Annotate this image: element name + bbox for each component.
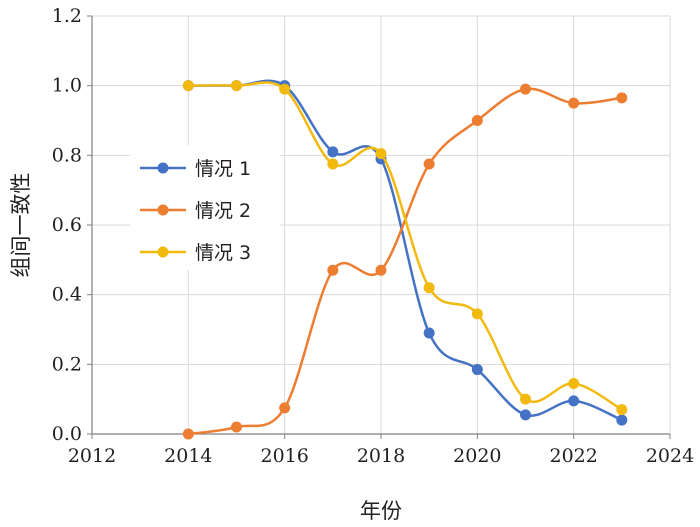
data-point [375,148,387,160]
data-point [423,282,435,294]
x-axis-title: 年份 [360,499,402,523]
legend-background [130,145,280,270]
legend-item-2: 情况 2 [140,200,251,222]
data-point [520,393,531,405]
data-point [568,377,580,389]
y-tick-label: 0.0 [52,423,82,445]
legend-item-1: 情况 1 [140,158,251,180]
x-tick-label: 2014 [164,445,212,467]
data-point [327,146,339,158]
legend-label: 情况 2 [195,200,251,222]
data-point [279,402,291,414]
series-line [188,87,622,436]
legend-swatch-marker [157,204,169,216]
data-point [423,327,435,339]
data-point [182,80,194,92]
data-point [616,414,628,426]
series-2 [182,83,628,440]
data-point [182,428,194,440]
x-tick-label: 2020 [453,445,501,467]
y-tick-label: 1.0 [52,75,82,97]
data-point [471,308,483,320]
series-line [188,81,623,411]
data-point [423,158,435,170]
data-point [520,83,531,95]
data-point [375,264,387,276]
data-point [471,364,483,376]
x-tick-label: 2024 [646,445,694,467]
legend-label: 情况 3 [195,242,251,264]
legend-swatch-marker [157,246,169,258]
x-tick-label: 2022 [549,445,597,467]
legend-swatch-marker [157,162,169,174]
data-point [327,264,339,276]
y-axis-title: 组间一致性 [9,173,33,278]
x-tick-label: 2016 [260,445,308,467]
series-3 [182,80,628,416]
data-point [231,421,242,433]
data-point [279,83,291,95]
data-point [568,97,580,109]
data-point [568,395,580,407]
data-point [471,115,483,126]
y-tick-label: 0.2 [52,353,82,375]
legend-label: 情况 1 [195,158,251,180]
data-point [327,158,339,170]
series-group [182,79,628,440]
legend-item-3: 情况 3 [140,242,251,264]
y-tick-label: 0.4 [52,284,82,306]
data-point [520,409,531,421]
data-point [231,80,242,92]
data-point [616,404,628,416]
y-tick-label: 0.8 [52,144,82,166]
x-tick-label: 2018 [357,445,405,467]
x-tick-label: 2012 [68,445,116,467]
tick-labels: 0.0 0.2 0.4 0.6 0.8 1.0 1.2 2012 2014 2016 2018 202… [52,5,694,467]
legend: 情况 1 情况 2 情况 3 [130,145,280,270]
data-point [616,92,628,104]
y-tick-label: 1.2 [52,5,82,27]
y-tick-label: 0.6 [52,214,82,236]
